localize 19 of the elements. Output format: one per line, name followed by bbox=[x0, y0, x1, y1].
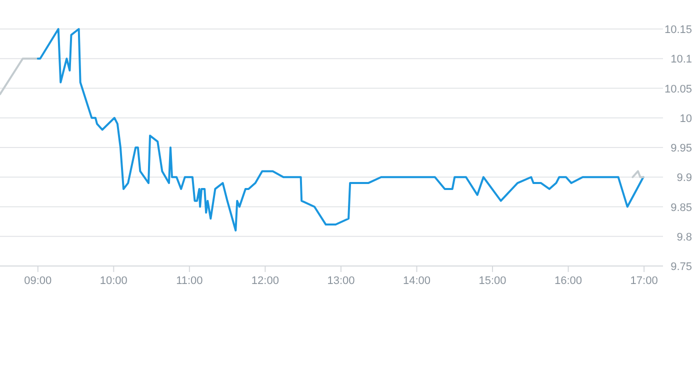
y-tick-label: 9.95 bbox=[670, 142, 692, 154]
x-tick-label: 16:00 bbox=[554, 275, 582, 287]
y-tick-label: 10.05 bbox=[664, 83, 692, 96]
x-tick-label: 14:00 bbox=[402, 275, 431, 287]
x-tick-label: 09:00 bbox=[24, 275, 52, 287]
y-tick-label: 9.8 bbox=[676, 231, 692, 244]
y-tick-label: 10.15 bbox=[664, 24, 692, 36]
x-tick-label: 12:00 bbox=[251, 275, 279, 287]
line-series bbox=[36, 28, 644, 232]
y-tick-label: 10.1 bbox=[670, 54, 692, 66]
x-tick-label: 13:00 bbox=[327, 275, 355, 287]
x-tick-label: 10:00 bbox=[100, 275, 128, 287]
y-tick-label: 9.85 bbox=[670, 202, 692, 214]
x-tick-label: 17:00 bbox=[630, 275, 658, 287]
y-tick-label: 9.75 bbox=[670, 261, 692, 273]
y-tick-label: 10 bbox=[680, 112, 692, 125]
y-tick-label: 9.9 bbox=[676, 172, 692, 184]
x-tick-label: 15:00 bbox=[478, 275, 506, 287]
x-tick-label: 11:00 bbox=[176, 275, 203, 287]
